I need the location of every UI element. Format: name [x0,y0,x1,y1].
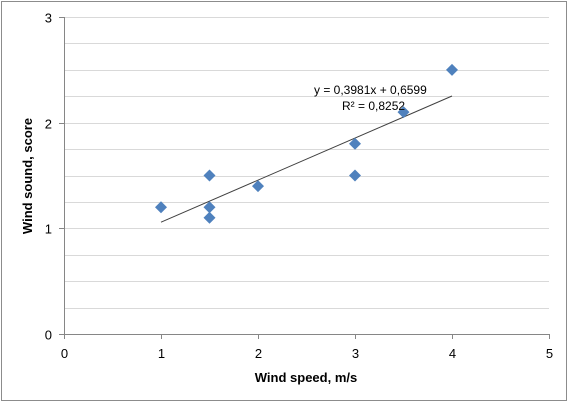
axes: 0 1 2 3 0 1 2 3 4 5 [45,11,553,362]
gridlines [64,17,549,309]
x-tick-label: 4 [449,346,456,361]
x-tick-label: 3 [352,346,359,361]
trendline [160,95,453,223]
y-tick-label: 3 [45,11,52,26]
trendline-group [160,95,453,223]
y-axis-title: Wind sound, score [20,118,35,234]
data-point [203,211,216,224]
data-point [203,169,216,182]
trendline-equation: y = 0,3981x + 0,6599 [314,83,427,97]
x-tick-label: 0 [61,346,68,361]
x-axis-title: Wind speed, m/s [255,370,357,385]
y-tick-label: 1 [45,222,52,237]
data-point [349,169,361,182]
data-point [155,201,167,214]
data-point [252,180,264,193]
data-points [155,63,458,224]
data-point [349,137,361,150]
data-point [446,63,458,76]
y-tick-label: 0 [45,328,52,343]
trendline-r-squared: R² = 0,8252 [342,99,405,113]
y-tick-label: 2 [45,117,52,132]
x-tick-label: 2 [255,346,262,361]
x-tick-label: 1 [158,346,165,361]
data-point [203,201,216,214]
data-point [397,106,410,119]
x-tick-label: 5 [546,346,553,361]
